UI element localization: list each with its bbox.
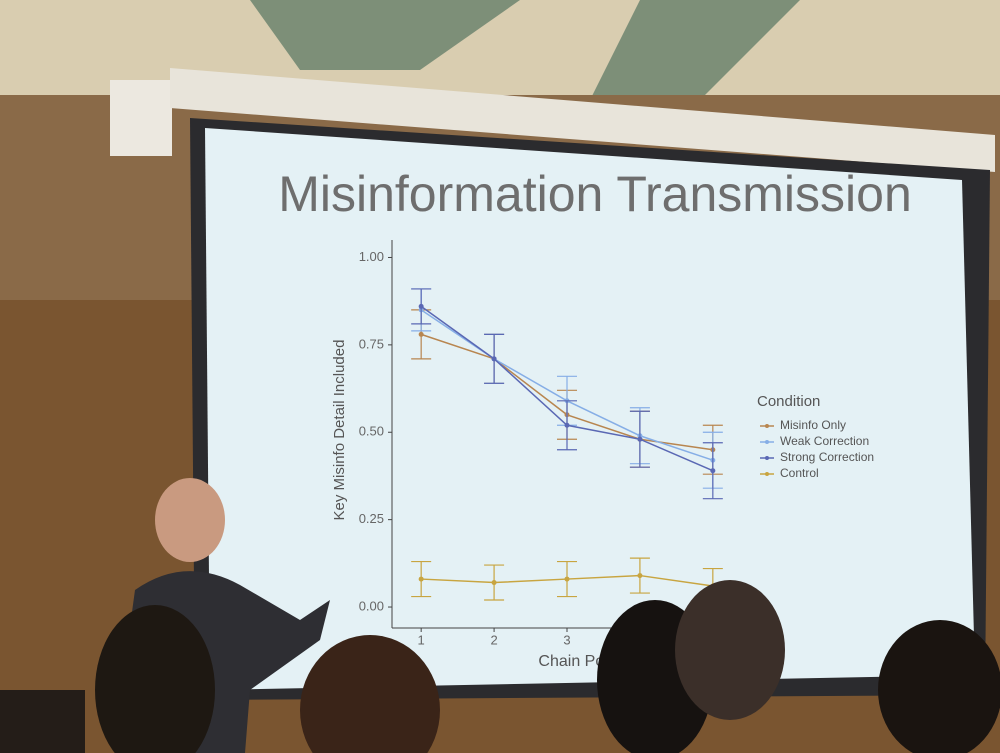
y-tick-label: 0.50 [359, 424, 384, 439]
y-tick-label: 0.00 [359, 598, 384, 613]
x-tick-label: 2 [490, 632, 497, 647]
speaker-head [155, 478, 225, 562]
legend-title: Condition [757, 393, 820, 410]
screen [205, 128, 975, 690]
point [710, 468, 716, 474]
audience [0, 478, 1000, 753]
point [564, 422, 570, 428]
point [418, 303, 424, 309]
x-tick-label: 1 [418, 632, 425, 647]
legend-label: Misinfo Only [780, 418, 846, 432]
y-tick-label: 0.75 [359, 336, 384, 351]
speaker-box [110, 80, 172, 156]
y-tick-label: 0.25 [359, 511, 384, 526]
y-axis-label: Key Misinfo Detail Included [331, 340, 348, 521]
legend-dot [765, 440, 769, 444]
point [418, 576, 424, 582]
legend-dot [765, 472, 769, 476]
audience-head [675, 580, 785, 720]
chart-title: Misinformation Transmission [278, 166, 912, 222]
legend-label: Weak Correction [780, 434, 869, 448]
y-tick-label: 1.00 [359, 249, 384, 264]
audience-head [300, 635, 440, 753]
point [637, 436, 643, 442]
point [418, 331, 424, 337]
screen-casing [170, 68, 995, 172]
legend-dot [765, 456, 769, 460]
point [491, 580, 497, 586]
x-tick-label: 3 [563, 632, 570, 647]
audience-head [95, 605, 215, 753]
point [491, 356, 497, 362]
point [564, 576, 570, 582]
audience-head [878, 620, 1000, 753]
chart: Misinformation Transmission Key Misinfo … [278, 166, 912, 670]
point [637, 573, 643, 579]
ceiling-panel [590, 0, 800, 100]
legend-dot [765, 424, 769, 428]
ceiling-panel [250, 0, 520, 70]
lectern [0, 690, 85, 753]
legend-label: Control [780, 466, 819, 480]
legend-label: Strong Correction [780, 450, 874, 464]
